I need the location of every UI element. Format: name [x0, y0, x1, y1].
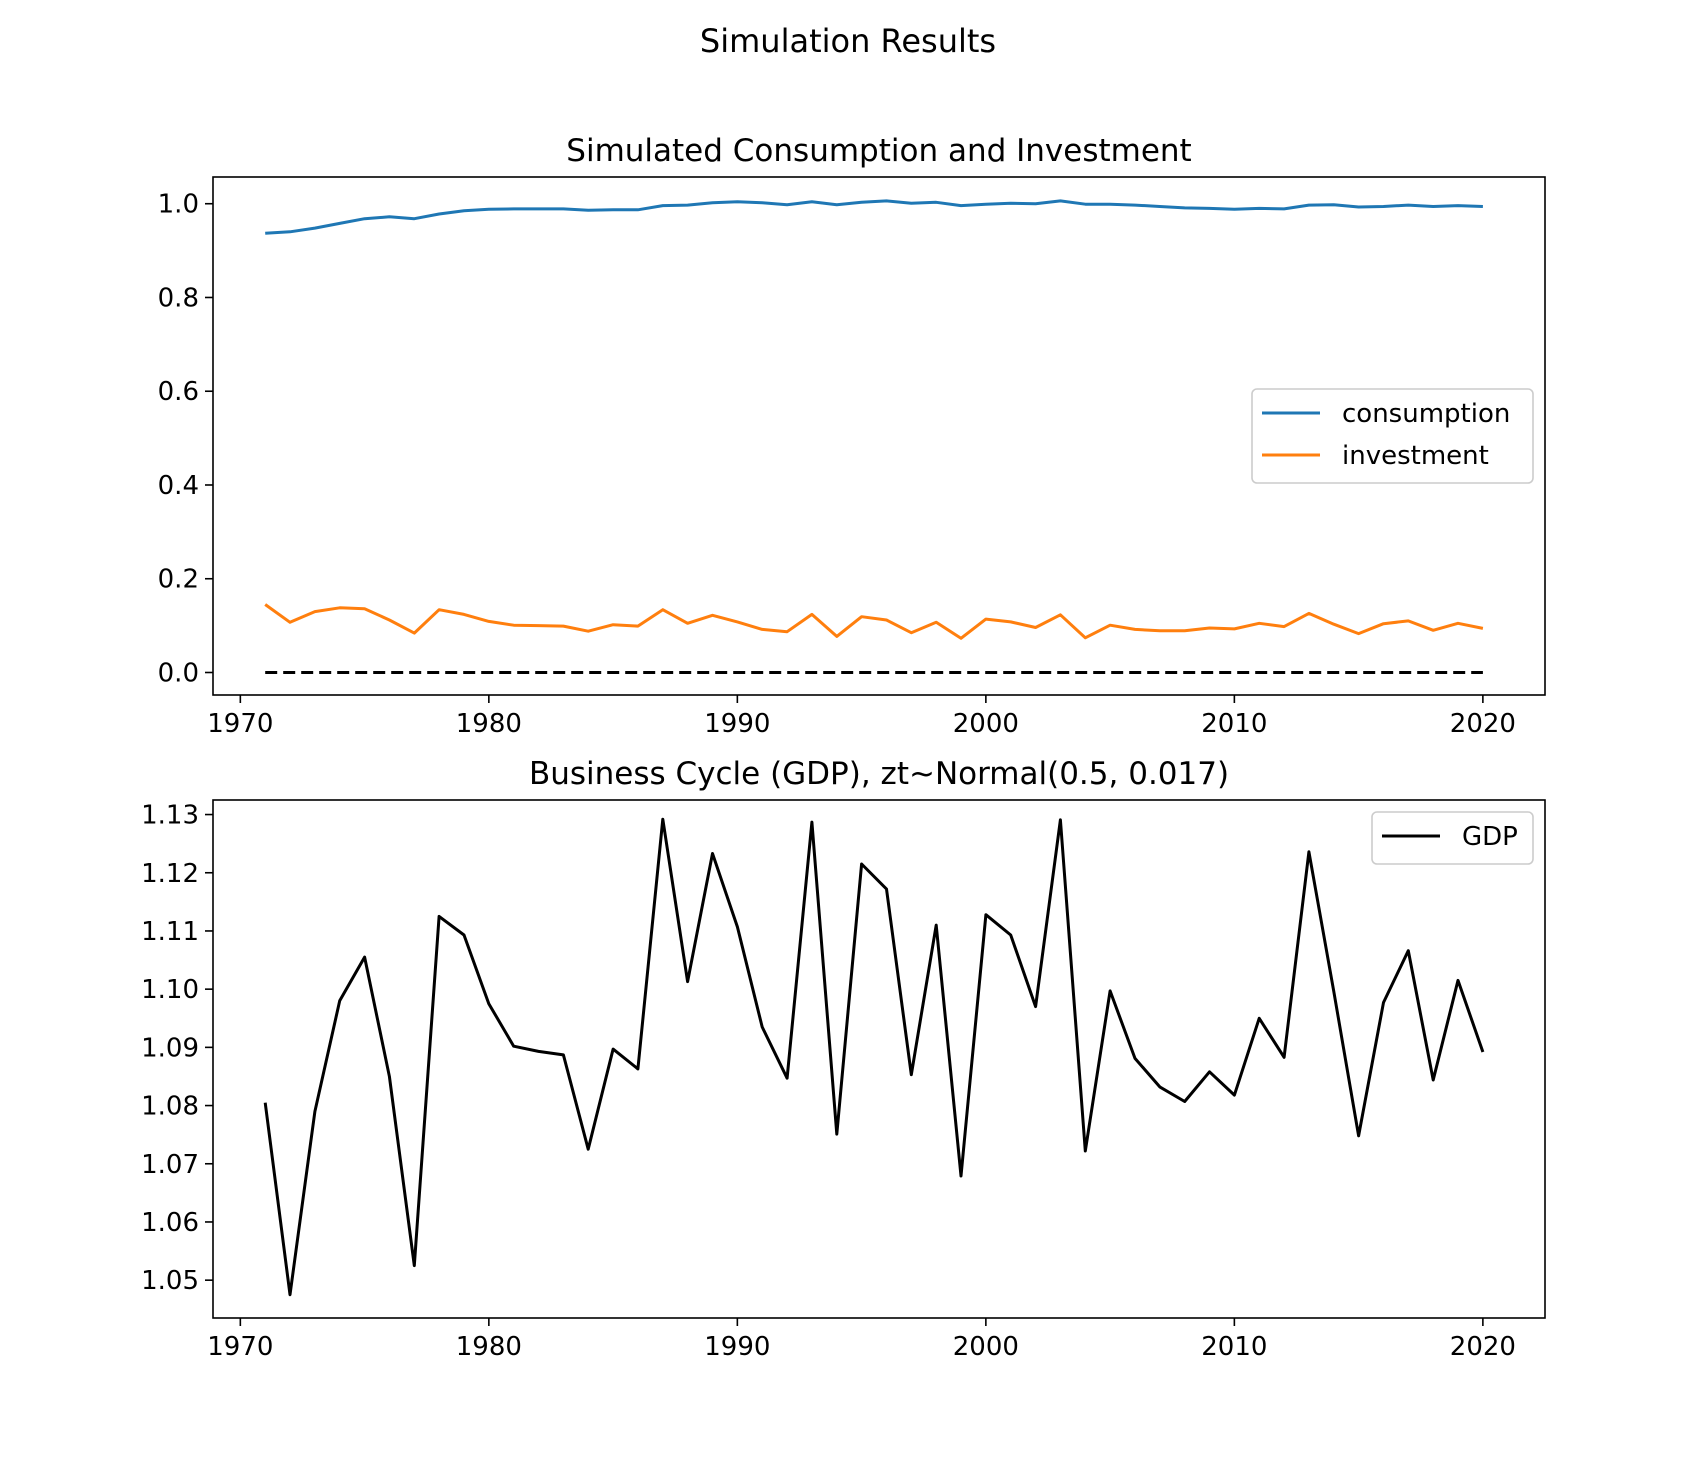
y-tick-label: 1.12: [141, 859, 199, 889]
legend: consumption investment: [1251, 388, 1534, 484]
legend-box: [1371, 811, 1534, 865]
x-tick-label: 1980: [456, 709, 522, 739]
series-line-investment: [264, 603, 1484, 640]
x-tick-label: 2000: [953, 709, 1019, 739]
legend-label-GDP: GDP: [1462, 822, 1518, 852]
y-tick-label: 1.11: [141, 917, 199, 947]
y-tick-label: 0.8: [158, 283, 199, 313]
y-tick-label: 1.09: [141, 1033, 199, 1063]
legend: GDP: [1371, 811, 1534, 865]
x-tick-label: 2020: [1450, 709, 1516, 739]
y-tick-label: 0.2: [158, 565, 199, 595]
x-tick-label: 1980: [456, 1332, 522, 1362]
x-tick-label: 1990: [704, 709, 770, 739]
x-tick-label: 1970: [207, 709, 273, 739]
chart-title: Business Cycle (GDP), zt~Normal(0.5, 0.0…: [529, 756, 1229, 792]
y-tick-label: 0.4: [158, 471, 199, 501]
x-tick-label: 2010: [1201, 1332, 1267, 1362]
axes-frame: [212, 799, 1546, 1319]
y-tick-label: 1.07: [141, 1150, 199, 1180]
y-tick-label: 0.0: [158, 658, 199, 688]
chart-1: Simulated Consumption and Investment 1970…: [158, 133, 1546, 739]
legend-box: [1251, 388, 1534, 484]
y-tick-label: 1.10: [141, 975, 199, 1005]
chart-title: Simulated Consumption and Investment: [566, 133, 1191, 169]
x-tick-label: 2000: [953, 1332, 1019, 1362]
axes-frame: [212, 176, 1546, 696]
y-tick-label: 0.6: [158, 377, 199, 407]
x-tick-label: 2020: [1450, 1332, 1516, 1362]
legend-label-consumption: consumption: [1342, 399, 1510, 429]
y-tick-label: 1.13: [141, 801, 199, 831]
y-tick-label: 1.0: [158, 190, 199, 220]
x-tick-label: 1970: [207, 1332, 273, 1362]
series-line-GDP: [263, 817, 1485, 1297]
legend-label-investment: investment: [1342, 441, 1489, 471]
series-line-consumption: [265, 199, 1483, 235]
x-tick-label: 2010: [1201, 709, 1267, 739]
figure-title: Simulation Results: [699, 22, 997, 60]
chart-2: Business Cycle (GDP), zt~Normal(0.5, 0.0…: [141, 756, 1546, 1362]
y-tick-label: 1.06: [141, 1208, 199, 1238]
x-tick-label: 1990: [704, 1332, 770, 1362]
y-tick-label: 1.05: [141, 1266, 199, 1296]
y-tick-label: 1.08: [141, 1092, 199, 1122]
